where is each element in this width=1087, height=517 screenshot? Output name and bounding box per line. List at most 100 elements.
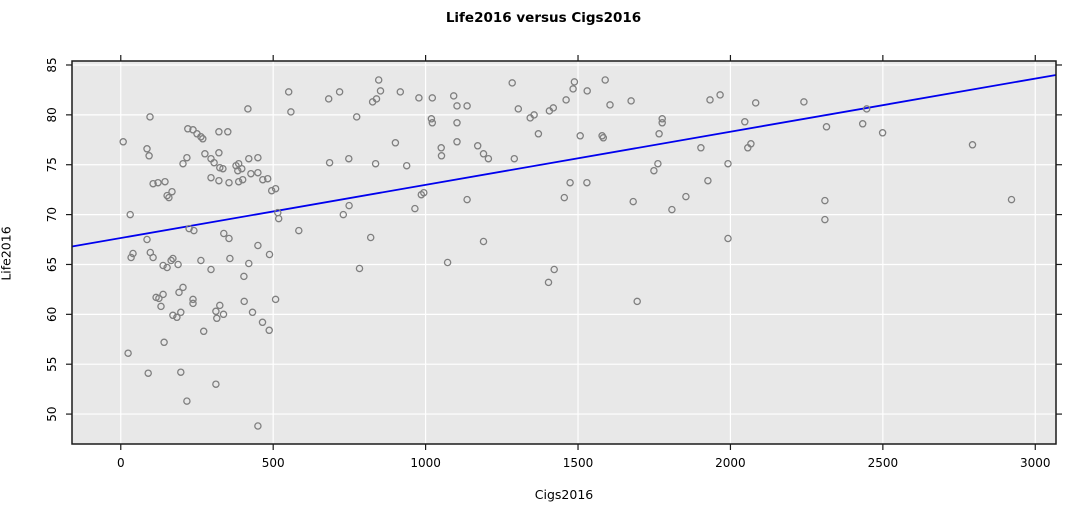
x-tick-label: 2500 bbox=[868, 456, 899, 470]
data-point bbox=[878, 129, 887, 137]
data-point bbox=[189, 299, 197, 308]
data-point bbox=[159, 261, 167, 270]
data-point bbox=[747, 140, 755, 148]
data-point bbox=[190, 226, 198, 235]
data-point bbox=[129, 249, 137, 258]
data-point bbox=[183, 153, 191, 162]
panel-border bbox=[71, 60, 1057, 445]
data-point bbox=[168, 187, 176, 196]
data-point bbox=[197, 133, 205, 141]
data-point bbox=[562, 96, 570, 104]
data-point bbox=[240, 297, 248, 306]
data-point bbox=[207, 173, 215, 182]
data-point bbox=[240, 272, 248, 281]
data-point bbox=[508, 79, 516, 87]
data-point bbox=[173, 313, 181, 322]
data-point bbox=[177, 308, 185, 317]
data-point bbox=[145, 152, 153, 160]
data-point bbox=[258, 318, 267, 327]
data-point bbox=[560, 193, 569, 202]
data-point bbox=[682, 192, 690, 201]
data-point bbox=[366, 233, 375, 242]
y-tick-label: 80 bbox=[45, 107, 59, 122]
data-point bbox=[601, 76, 609, 84]
data-point bbox=[411, 204, 419, 213]
data-point bbox=[437, 144, 445, 152]
data-point bbox=[968, 141, 977, 149]
data-point bbox=[583, 87, 591, 95]
data-point bbox=[149, 179, 157, 188]
x-tick-label: 1500 bbox=[563, 456, 594, 470]
x-tick-label: 500 bbox=[262, 456, 285, 470]
data-point bbox=[570, 78, 579, 86]
data-point bbox=[295, 226, 303, 235]
data-point bbox=[119, 138, 127, 146]
y-tick-label: 55 bbox=[45, 357, 59, 372]
data-point bbox=[212, 380, 220, 388]
data-point bbox=[201, 150, 209, 158]
data-point bbox=[453, 119, 461, 127]
data-point bbox=[199, 327, 208, 336]
data-point bbox=[226, 254, 234, 263]
data-point bbox=[374, 76, 383, 84]
data-point bbox=[160, 338, 168, 347]
data-point bbox=[177, 368, 185, 376]
data-point bbox=[576, 132, 584, 140]
data-point bbox=[371, 159, 380, 168]
data-point bbox=[629, 197, 637, 206]
data-point bbox=[287, 108, 295, 116]
chart-title: Life2016 versus Cigs2016 bbox=[445, 10, 642, 26]
data-point bbox=[146, 113, 154, 121]
data-point bbox=[428, 119, 437, 127]
data-point bbox=[238, 164, 246, 173]
data-point bbox=[741, 118, 749, 126]
data-point bbox=[263, 174, 272, 183]
data-point bbox=[271, 295, 280, 304]
y-tick-label: 60 bbox=[45, 307, 59, 322]
data-point bbox=[479, 237, 488, 246]
data-point bbox=[376, 87, 385, 95]
data-point bbox=[549, 104, 558, 112]
data-point bbox=[484, 154, 493, 163]
data-point bbox=[345, 154, 353, 163]
data-point bbox=[189, 295, 197, 304]
data-point bbox=[473, 142, 482, 150]
data-point bbox=[199, 135, 207, 143]
data-point bbox=[427, 115, 436, 123]
data-point bbox=[479, 150, 488, 158]
data-point bbox=[534, 130, 543, 138]
data-point bbox=[530, 111, 538, 119]
data-point bbox=[339, 210, 348, 219]
data-point bbox=[174, 260, 182, 269]
data-point bbox=[271, 184, 280, 193]
data-point bbox=[453, 102, 461, 110]
data-point bbox=[161, 177, 169, 186]
data-point bbox=[463, 102, 471, 110]
data-point bbox=[247, 169, 255, 178]
data-point bbox=[179, 159, 187, 168]
data-point bbox=[655, 130, 663, 138]
data-point bbox=[800, 98, 808, 106]
data-point bbox=[821, 215, 829, 224]
data-point bbox=[244, 105, 252, 113]
data-point bbox=[169, 254, 177, 263]
data-point bbox=[372, 95, 381, 103]
data-point bbox=[179, 283, 187, 292]
y-axis-label: Life2016 bbox=[0, 226, 14, 281]
data-point bbox=[1007, 195, 1016, 204]
data-point bbox=[706, 96, 714, 104]
y-tick-label: 65 bbox=[45, 257, 59, 272]
data-point bbox=[197, 256, 205, 265]
y-tick-label: 50 bbox=[45, 406, 59, 421]
data-point bbox=[751, 99, 760, 107]
data-point bbox=[143, 235, 151, 244]
data-point bbox=[154, 178, 162, 187]
data-point bbox=[149, 253, 157, 262]
data-point bbox=[583, 178, 591, 187]
data-point bbox=[157, 302, 165, 311]
data-point bbox=[225, 234, 233, 243]
data-point bbox=[184, 125, 192, 133]
data-point bbox=[510, 154, 519, 163]
data-point bbox=[335, 88, 344, 96]
